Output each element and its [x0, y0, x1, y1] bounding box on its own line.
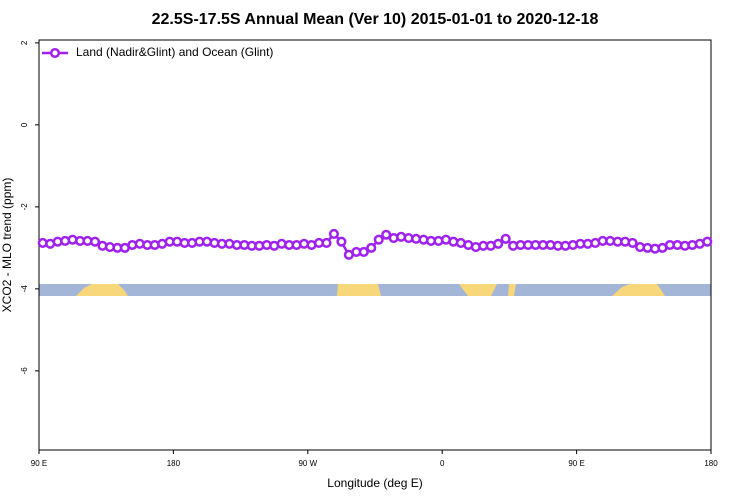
y-tick-label: 2: [20, 40, 29, 45]
y-tick-label: -2: [20, 203, 29, 211]
land-patch: [76, 284, 128, 296]
x-tick-label: 90 E: [568, 459, 584, 468]
data-point: [328, 228, 339, 239]
data-point: [366, 242, 377, 253]
data-point: [702, 236, 713, 247]
x-tick-label: 90 E: [31, 459, 47, 468]
data-point: [89, 236, 101, 247]
land-patch: [508, 284, 516, 296]
land-patch: [337, 284, 381, 296]
x-axis-label: Longitude (deg E): [327, 476, 422, 490]
data-point: [373, 234, 384, 245]
x-tick-label: 0: [440, 459, 445, 468]
data-point: [321, 237, 332, 248]
chart-title: 22.5S-17.5S Annual Mean (Ver 10) 2015-01…: [152, 11, 599, 28]
legend-marker: [49, 47, 61, 59]
data-point: [336, 236, 347, 247]
surface-band: [39, 284, 711, 296]
y-tick-label: -6: [20, 367, 29, 375]
x-tick-label: 180: [704, 459, 718, 468]
land-patch: [459, 284, 497, 296]
legend-item: Land (Nadir&Glint) and Ocean (Glint): [42, 45, 273, 59]
y-axis-label: XCO2 - MLO trend (ppm): [0, 178, 14, 313]
land-patch: [612, 284, 665, 296]
data-point: [358, 246, 369, 258]
y-tick-label: 0: [20, 122, 29, 127]
x-tick-label: 90 W: [298, 459, 317, 468]
legend-label: Land (Nadir&Glint) and Ocean (Glint): [76, 45, 273, 59]
x-tick-label: 180: [167, 459, 181, 468]
data-point: [627, 237, 638, 248]
data-point: [500, 233, 511, 244]
data-point: [493, 238, 504, 249]
y-tick-label: -4: [20, 285, 29, 293]
